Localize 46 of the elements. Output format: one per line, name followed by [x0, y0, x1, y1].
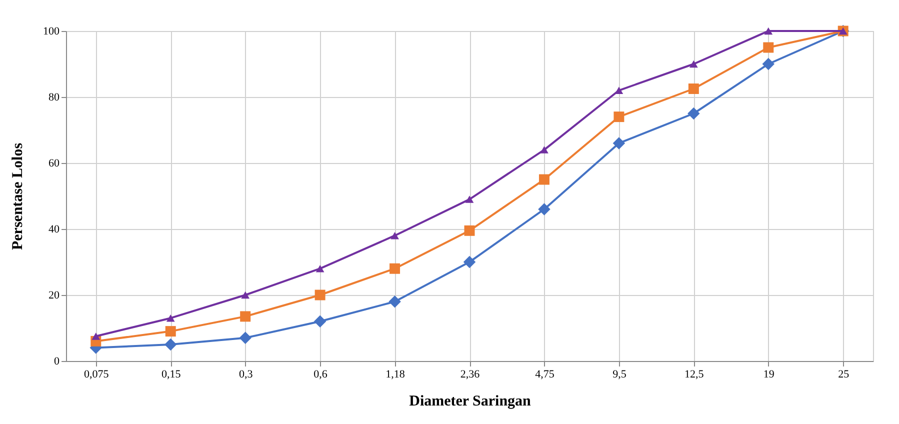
x-tick-label: 0,3	[238, 368, 254, 380]
x-tick-label: 0,15	[161, 368, 182, 380]
point	[165, 326, 176, 337]
x-tick-label: 0,075	[84, 368, 110, 380]
x-tick-label: 0,6	[314, 368, 328, 380]
point	[688, 107, 700, 120]
point	[241, 291, 250, 299]
point	[316, 264, 324, 272]
x-axis-title: Diameter Saringan	[409, 394, 532, 410]
point	[92, 332, 100, 340]
x-tick-label: 25	[838, 368, 850, 380]
point	[388, 295, 401, 308]
point	[763, 42, 774, 53]
point	[538, 203, 550, 216]
point	[612, 137, 626, 150]
point	[540, 146, 548, 154]
point	[689, 60, 698, 68]
y-tick-label: 0	[54, 356, 60, 368]
point	[164, 338, 177, 351]
x-tick-label: 1,18	[386, 368, 406, 380]
point	[464, 225, 475, 236]
y-tick-label: 20	[48, 290, 60, 302]
x-tick-label: 9,5	[612, 368, 627, 380]
x-tick-label: 2,36	[460, 368, 480, 380]
point	[538, 174, 550, 185]
y-tick-label: 80	[48, 92, 60, 104]
point	[614, 112, 624, 122]
y-tick-label: 60	[48, 158, 60, 170]
x-tick-label: 19	[763, 368, 775, 380]
point	[390, 263, 400, 274]
point	[764, 27, 773, 35]
point	[465, 196, 474, 203]
point	[463, 256, 476, 268]
y-tick-label: 40	[48, 224, 60, 236]
point	[240, 311, 251, 322]
point	[688, 84, 699, 94]
y-tick-label: 100	[43, 26, 60, 38]
point	[762, 58, 775, 70]
point	[166, 314, 175, 322]
y-axis-title: Persentase Lolos	[10, 142, 26, 250]
point	[314, 290, 326, 300]
point	[239, 332, 252, 344]
x-tick-label: 4,75	[535, 368, 555, 380]
x-tick-label: 12,5	[684, 368, 704, 380]
point	[314, 315, 326, 328]
point	[390, 232, 399, 240]
